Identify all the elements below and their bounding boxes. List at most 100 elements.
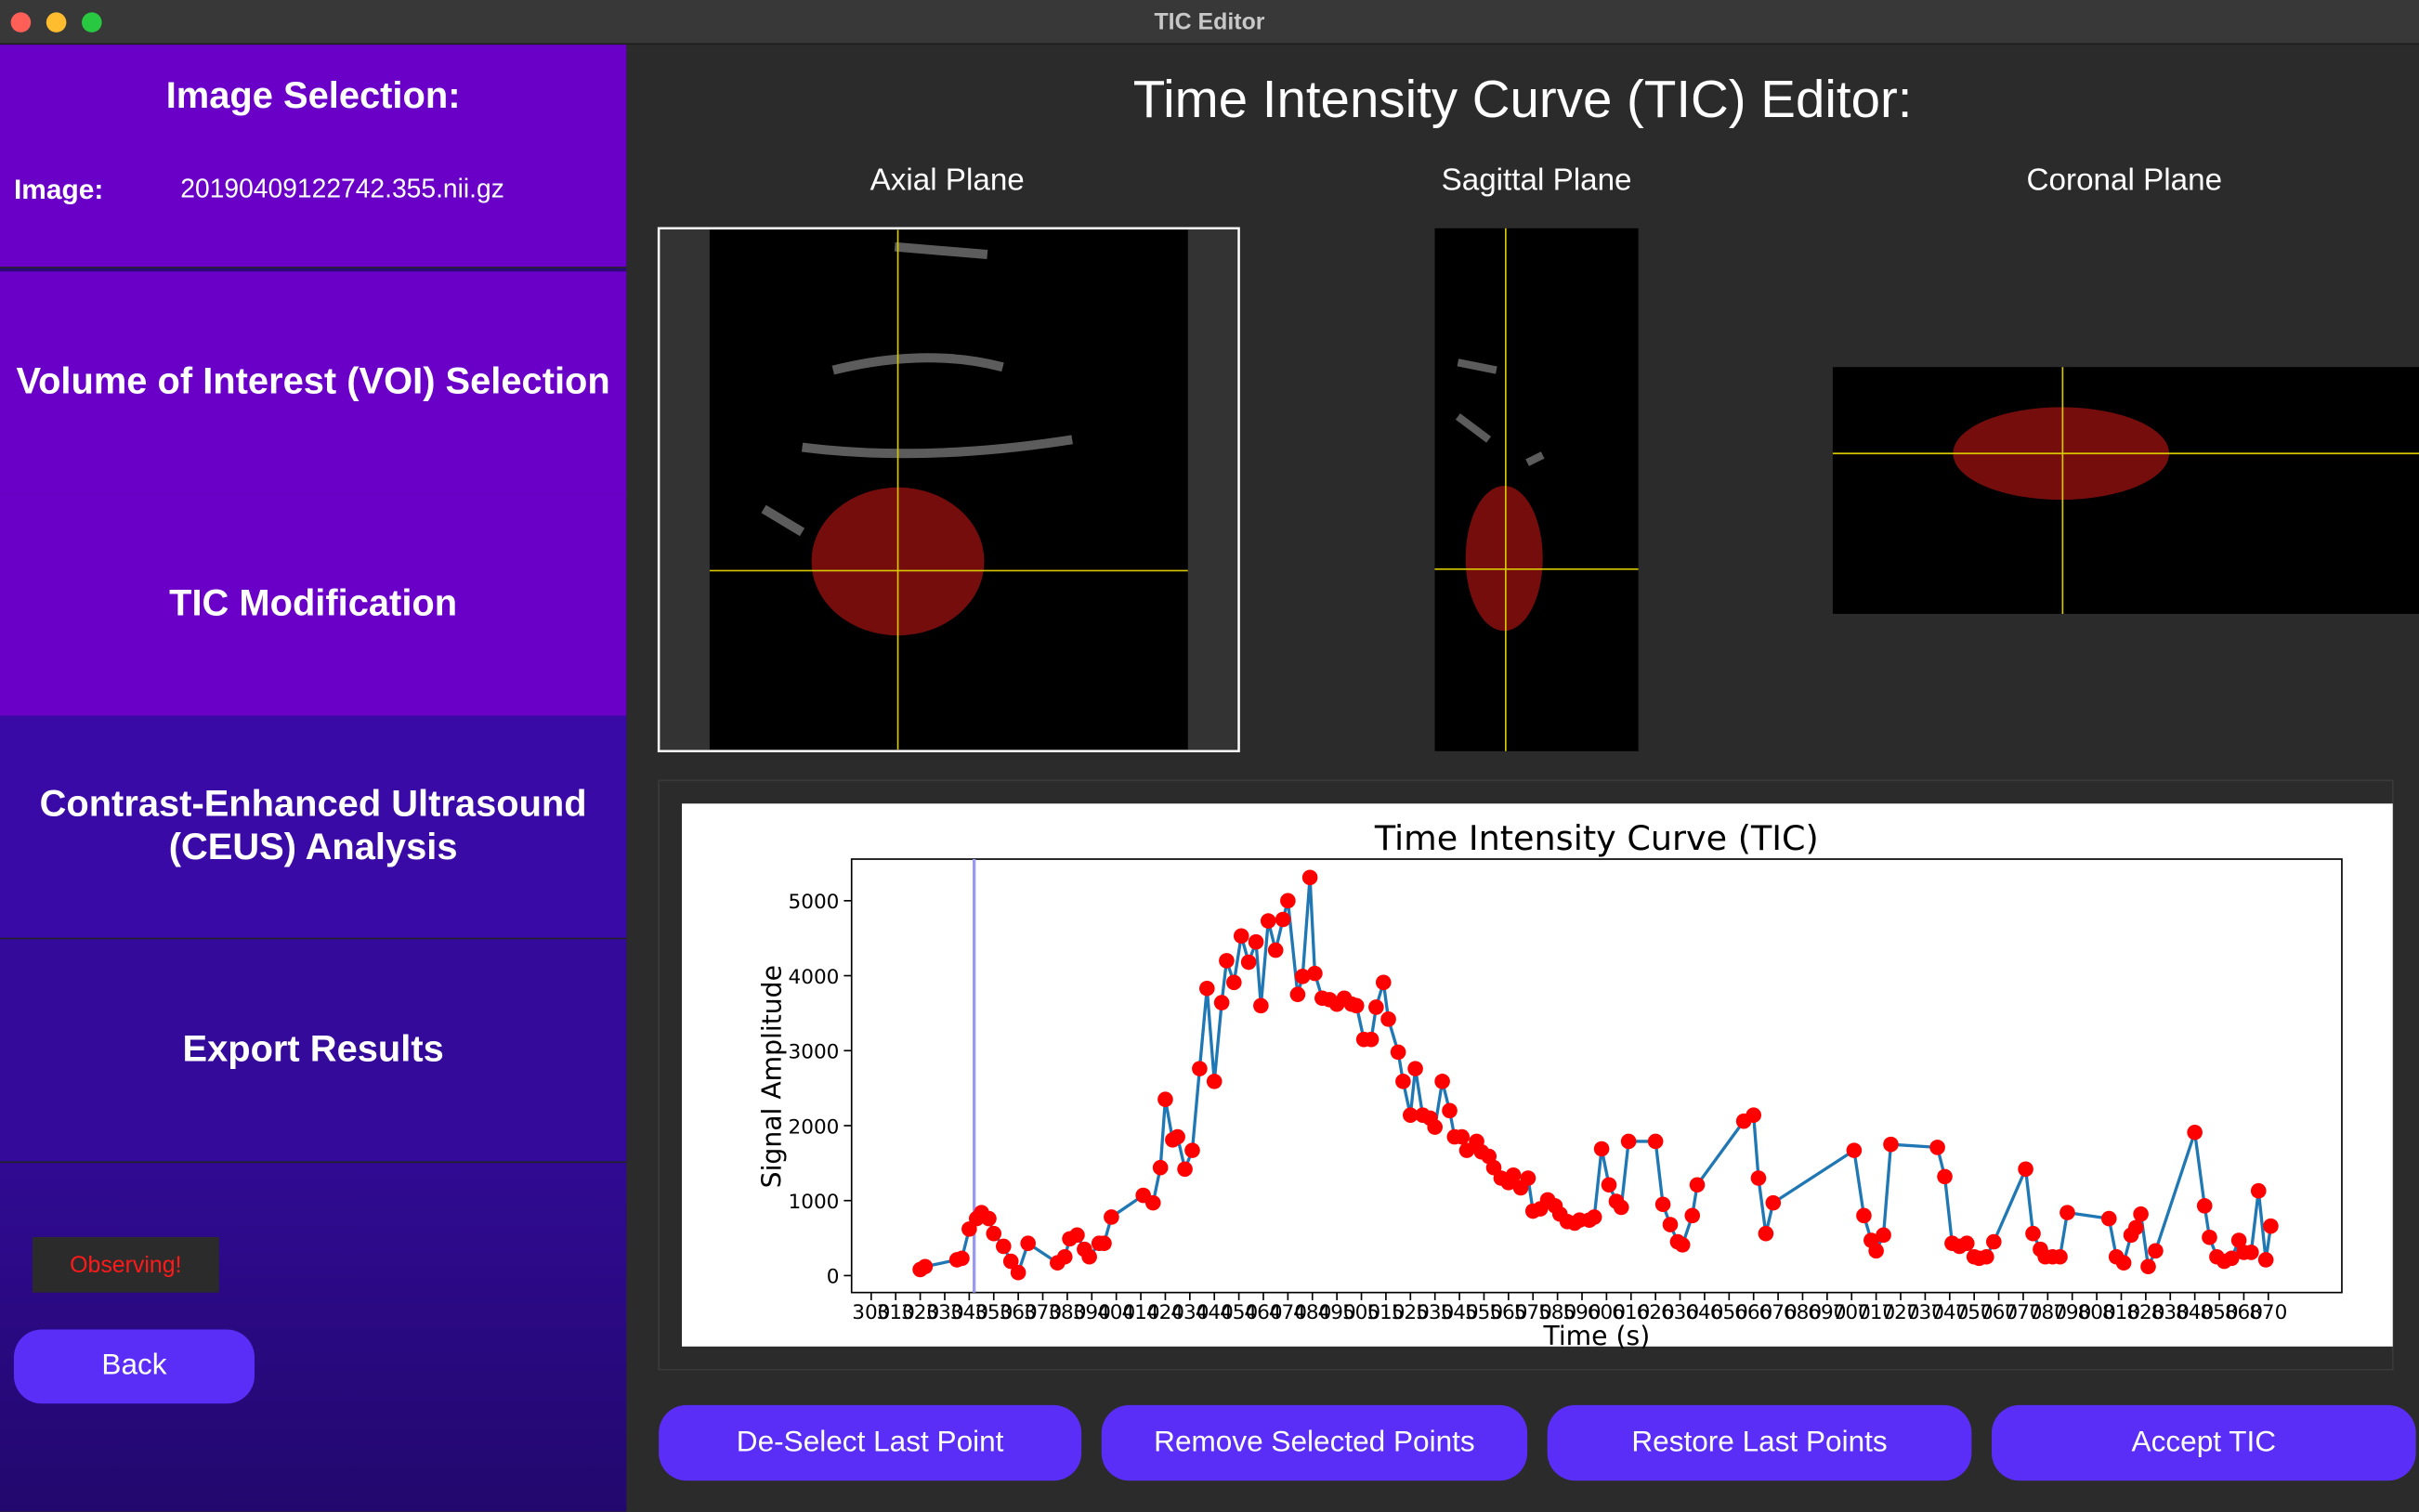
tic-point <box>1198 980 1215 997</box>
tic-point <box>1395 1074 1411 1089</box>
x-tick-label: 810 <box>2102 1301 2140 1324</box>
x-tick-label: 560 <box>1489 1301 1527 1324</box>
tic-point <box>2230 1232 2247 1248</box>
tic-point <box>1294 969 1311 984</box>
x-tick-label: 340 <box>950 1301 988 1324</box>
y-tick-label: 2000 <box>789 1115 840 1139</box>
accept-button[interactable]: Accept TIC <box>1991 1404 2416 1481</box>
tic-point <box>2059 1205 2075 1220</box>
chart-title: Time Intensity Curve (TIC) <box>1374 818 1819 858</box>
tic-point <box>1348 997 1365 1014</box>
tic-point <box>1368 999 1384 1015</box>
y-tick-label: 1000 <box>789 1191 840 1214</box>
tic-point <box>1434 1074 1450 1089</box>
nav-item[interactable]: Contrast-Enhanced Ultrasound (CEUS) Anal… <box>0 715 627 940</box>
x-tick-label: 420 <box>1146 1301 1184 1324</box>
x-tick-label: 800 <box>2078 1301 2116 1324</box>
tic-point <box>1390 1044 1406 1061</box>
nav-item[interactable]: Export Results <box>0 939 627 1164</box>
tic-point <box>2052 1248 2068 1265</box>
x-tick-label: 380 <box>1048 1301 1086 1324</box>
tic-point <box>1758 1225 1774 1242</box>
tic-point <box>1081 1248 1097 1265</box>
x-tick-label: 330 <box>925 1301 963 1324</box>
tic-point <box>1069 1227 1085 1244</box>
tic-point <box>1458 1142 1475 1158</box>
zoom-button[interactable] <box>82 12 102 33</box>
x-tick-label: 370 <box>1024 1301 1062 1324</box>
tic-point <box>1144 1194 1161 1211</box>
remove-button[interactable]: Remove Selected Points <box>1101 1404 1528 1481</box>
tic-point <box>2140 1258 2156 1275</box>
y-axis-label: Signal Amplitude <box>756 965 787 1188</box>
x-tick-label: 440 <box>1196 1301 1234 1324</box>
tic-point <box>1647 1133 1664 1150</box>
sagittal-image[interactable] <box>1434 228 1639 751</box>
deselect-button[interactable]: De-Select Last Point <box>659 1404 1082 1481</box>
tic-point <box>1177 1161 1193 1178</box>
x-tick-label: 590 <box>1563 1301 1601 1324</box>
tic-point <box>1184 1142 1200 1158</box>
tic-point <box>1275 911 1291 928</box>
tic-point <box>1856 1207 1872 1224</box>
y-tick-label: 4000 <box>789 966 840 989</box>
image-name: 20190409122742.355.nii.gz <box>180 174 504 204</box>
tic-point <box>1056 1248 1073 1265</box>
tic-point <box>981 1210 997 1227</box>
x-tick-label: 320 <box>901 1301 939 1324</box>
image-selection-panel: Image Selection: Image: 20190409122742.3… <box>0 45 627 268</box>
back-button[interactable]: Back <box>13 1329 255 1404</box>
plane-label: Axial Plane <box>870 163 1025 198</box>
tic-point <box>986 1225 1002 1242</box>
tic-point <box>1002 1253 1019 1270</box>
tic-point <box>1213 995 1230 1010</box>
x-tick-label: 870 <box>2249 1301 2287 1324</box>
tic-point <box>1674 1237 1691 1253</box>
y-tick-label: 0 <box>827 1266 840 1289</box>
x-tick-label: 780 <box>2029 1301 2067 1324</box>
tic-point <box>2148 1243 2164 1259</box>
minimize-button[interactable] <box>46 12 67 33</box>
restore-button[interactable]: Restore Last Points <box>1547 1404 1972 1481</box>
panel-heading: Image Selection: <box>165 75 461 118</box>
x-tick-label: 790 <box>2053 1301 2091 1324</box>
x-tick-label: 750 <box>1955 1301 1994 1324</box>
x-tick-label: 640 <box>1685 1301 1723 1324</box>
tic-point <box>1958 1235 1975 1252</box>
x-tick-label: 500 <box>1342 1301 1380 1324</box>
x-tick-label: 470 <box>1269 1301 1307 1324</box>
status-label: Observing! <box>32 1236 219 1293</box>
x-tick-label: 720 <box>1881 1301 1919 1324</box>
nav-item[interactable]: TIC Modification <box>0 493 627 718</box>
nav-item[interactable]: Volume of Interest (VOI) Selection <box>0 271 627 496</box>
tic-point <box>1096 1235 1112 1252</box>
tic-point <box>1689 1177 1706 1193</box>
tic-point <box>2018 1161 2033 1178</box>
tic-point <box>1407 1061 1423 1076</box>
tic-point <box>1876 1227 1891 1244</box>
title-bar: TIC Editor <box>0 0 2419 46</box>
y-tick-label: 3000 <box>789 1041 840 1064</box>
x-tick-label: 770 <box>2004 1301 2042 1324</box>
x-tick-label: 740 <box>1930 1301 1968 1324</box>
tic-point <box>1248 933 1264 950</box>
tic-point <box>1233 928 1249 945</box>
x-tick-label: 480 <box>1293 1301 1331 1324</box>
x-tick-label: 450 <box>1220 1301 1258 1324</box>
tic-point <box>1929 1140 1945 1155</box>
tissue <box>761 241 1073 537</box>
tic-point <box>1192 1061 1208 1076</box>
tic-point <box>1520 1170 1536 1186</box>
x-tick-label: 840 <box>2176 1301 2214 1324</box>
tic-point <box>1586 1209 1602 1225</box>
tic-point <box>1427 1119 1443 1135</box>
image-label: Image: <box>13 174 104 205</box>
tic-point <box>1985 1233 2002 1250</box>
x-tick-label: 710 <box>1857 1301 1895 1324</box>
x-tick-label: 390 <box>1073 1301 1111 1324</box>
tic-point <box>2243 1245 2259 1260</box>
close-button[interactable] <box>10 12 32 33</box>
sidebar-footer: Observing! Back <box>0 1163 627 1512</box>
tissue <box>1455 358 1545 466</box>
